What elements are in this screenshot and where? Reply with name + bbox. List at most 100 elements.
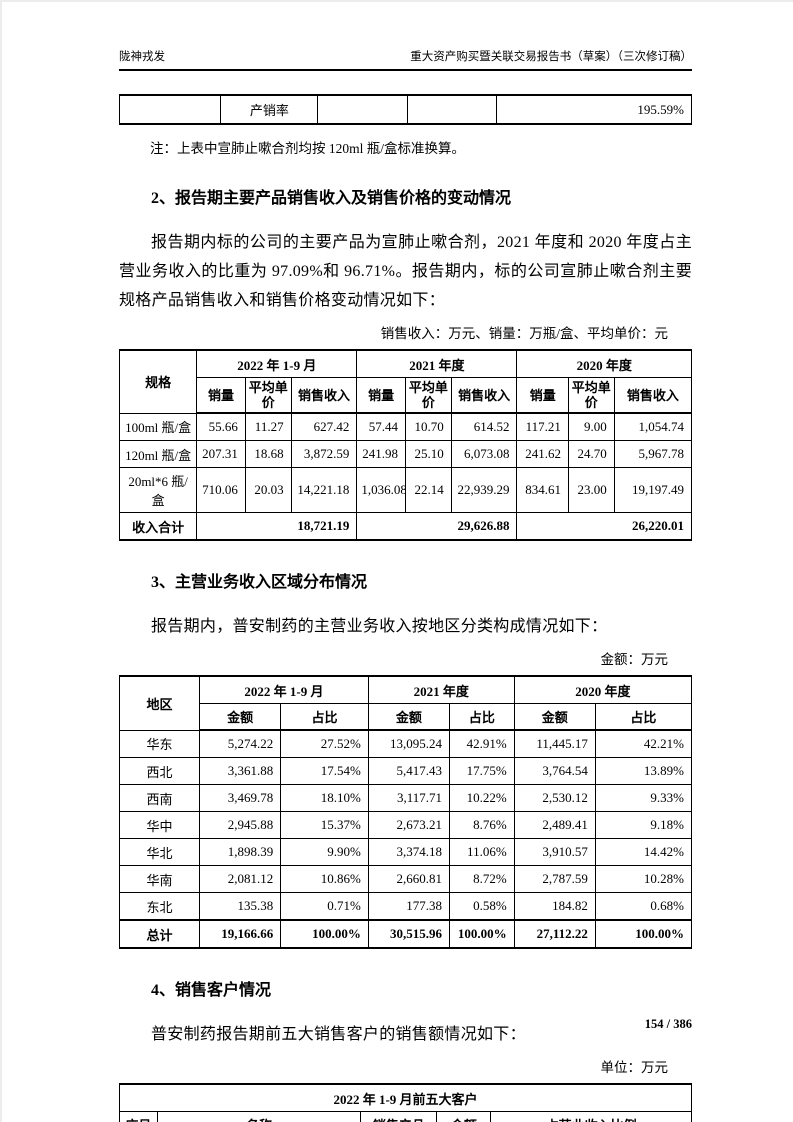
period-header: 2022 年 1-9 月 <box>199 675 369 704</box>
cell: 8.76% <box>449 811 515 839</box>
table-row: 100ml 瓶/盒 55.66 11.27 627.42 57.44 10.70… <box>118 412 693 441</box>
column-header: 平均单价 <box>404 377 452 414</box>
cell: 42.21% <box>594 729 693 758</box>
cell: 11.06% <box>449 838 515 866</box>
cell: 18.68 <box>244 440 292 468</box>
cell: 614.52 <box>450 412 518 441</box>
column-header: 金额 <box>513 703 596 731</box>
cell <box>317 94 408 125</box>
total-cell: 30,515.96 <box>367 919 451 949</box>
cell: 25.10 <box>404 440 452 468</box>
cell: 22.14 <box>404 467 452 513</box>
table-row: 华中 2,945.88 15.37% 2,673.21 8.76% 2,489.… <box>118 811 693 839</box>
top-customers-table: 2022 年 1-9 月前五大客户 序号 名称 销售产品 金额 占营业收入比例 … <box>119 1083 692 1122</box>
cell: 10.22% <box>449 784 515 812</box>
cell: 10.86% <box>280 865 369 893</box>
section-3-heading: 3、主营业务收入区域分布情况 <box>151 574 368 591</box>
cell: 710.06 <box>196 467 246 513</box>
table-row: 20ml*6 瓶/盒 710.06 20.03 14,221.18 1,036.… <box>118 467 693 513</box>
total-label: 收入合计 <box>118 512 198 541</box>
cell: 10.28% <box>594 865 693 893</box>
cell: 627.42 <box>290 412 358 441</box>
cell: 9.18% <box>594 811 693 839</box>
cell: 11.27 <box>244 412 292 441</box>
column-header: 占营业收入比例 <box>490 1111 692 1122</box>
cell: 3,117.71 <box>367 784 451 812</box>
section-4-unit-note: 单位：万元 <box>600 1060 669 1075</box>
production-ratio-value: 195.59% <box>495 94 693 125</box>
table-row: 120ml 瓶/盒 207.31 18.68 3,872.59 241.98 2… <box>118 440 693 468</box>
cell: 2,660.81 <box>367 865 451 893</box>
cell: 1,054.74 <box>613 412 693 441</box>
cell: 20.03 <box>244 467 292 513</box>
column-header: 规格 <box>118 349 198 414</box>
section-2-unit-note: 销售收入：万元、销量：万瓶/盒、平均单价：元 <box>380 326 668 341</box>
total-label: 总计 <box>118 919 201 949</box>
cell: 3,374.18 <box>367 838 451 866</box>
cell: 6,073.08 <box>450 440 518 468</box>
cell: 5,967.78 <box>613 440 693 468</box>
column-header: 销量 <box>516 377 569 414</box>
region-label: 华中 <box>118 811 201 839</box>
cell: 1,898.39 <box>199 838 282 866</box>
column-header: 占比 <box>449 703 515 731</box>
section-3-unit-note: 金额：万元 <box>600 652 669 667</box>
cell: 15.37% <box>280 811 369 839</box>
cell: 8.72% <box>449 865 515 893</box>
page-header: 陇神戎发 重大资产购买暨关联交易报告书（草案）（三次修订稿） <box>119 48 692 71</box>
cell: 3,872.59 <box>290 440 358 468</box>
total-cell: 18,721.19 <box>196 512 358 541</box>
total-cell: 29,626.88 <box>356 512 518 541</box>
column-header: 销售收入 <box>290 377 358 414</box>
table-row: 东北 135.38 0.71% 177.38 0.58% 184.82 0.68… <box>118 892 693 921</box>
customers-table-title: 2022 年 1-9 月前五大客户 <box>119 1083 692 1112</box>
section-2-paragraph: 报告期内标的公司的主要产品为宣肺止嗽合剂，2021 年度和 2020 年度占主营… <box>119 234 692 309</box>
cell: 177.38 <box>367 892 451 921</box>
cell: 2,945.88 <box>199 811 282 839</box>
table-total-row: 总计 19,166.66 100.00% 30,515.96 100.00% 2… <box>118 919 693 949</box>
section-3-paragraph: 报告期内，普安制药的主营业务收入按地区分类构成情况如下： <box>151 618 608 635</box>
table-subheader-row: 销量 平均单价 销售收入 销量 平均单价 销售收入 销量 平均单价 销售收入 <box>120 377 693 414</box>
table-header-row: 序号 名称 销售产品 金额 占营业收入比例 <box>119 1111 692 1122</box>
cell: 11,445.17 <box>513 729 596 758</box>
cell: 2,673.21 <box>367 811 451 839</box>
production-ratio-label: 产销率 <box>220 94 319 125</box>
region-revenue-table: 地区 2022 年 1-9 月 2021 年度 2020 年度 金额 占比 金额… <box>118 675 693 949</box>
cell: 14,221.18 <box>290 467 358 513</box>
region-label: 东北 <box>118 892 201 921</box>
column-header: 平均单价 <box>244 377 292 414</box>
cell: 13.89% <box>594 757 693 785</box>
column-header: 销售产品 <box>360 1111 438 1122</box>
cell: 0.58% <box>449 892 515 921</box>
table-row: 华南 2,081.12 10.86% 2,660.81 8.72% 2,787.… <box>118 865 693 893</box>
total-cell: 100.00% <box>449 919 515 949</box>
cell: 14.42% <box>594 838 693 866</box>
cell: 184.82 <box>513 892 596 921</box>
table-header-row: 地区 2022 年 1-9 月 2021 年度 2020 年度 <box>118 675 693 731</box>
table-total-row: 收入合计 18,721.19 29,626.88 26,220.01 <box>118 512 692 541</box>
cell: 241.62 <box>516 440 569 468</box>
column-header: 金额 <box>436 1111 492 1122</box>
column-header: 销售收入 <box>450 377 518 414</box>
period-header: 2021 年度 <box>367 675 515 704</box>
section-4-heading: 4、销售客户情况 <box>151 982 272 999</box>
table-row: 华东 5,274.22 27.52% 13,095.24 42.91% 11,4… <box>118 729 693 758</box>
cell <box>118 94 222 125</box>
spec-label: 100ml 瓶/盒 <box>118 412 198 441</box>
cell: 17.75% <box>449 757 515 785</box>
cell: 42.91% <box>449 729 515 758</box>
table-row: 华北 1,898.39 9.90% 3,374.18 11.06% 3,910.… <box>118 838 693 866</box>
cell: 3,764.54 <box>513 757 596 785</box>
cell: 55.66 <box>196 412 246 441</box>
spec-label: 20ml*6 瓶/盒 <box>118 467 198 513</box>
cell: 17.54% <box>280 757 369 785</box>
cell: 18.10% <box>280 784 369 812</box>
cell: 10.70 <box>404 412 452 441</box>
header-report-title: 重大资产购买暨关联交易报告书（草案）（三次修订稿） <box>410 51 692 63</box>
cell: 27.52% <box>280 729 369 758</box>
cell: 1,036.08 <box>356 467 406 513</box>
header-company-name: 陇神戎发 <box>119 51 165 63</box>
total-cell: 26,220.01 <box>516 512 692 541</box>
cell: 9.00 <box>567 412 615 441</box>
column-header: 销售收入 <box>613 377 693 414</box>
